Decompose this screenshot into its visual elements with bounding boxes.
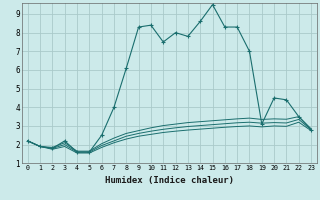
X-axis label: Humidex (Indice chaleur): Humidex (Indice chaleur) bbox=[105, 176, 234, 185]
